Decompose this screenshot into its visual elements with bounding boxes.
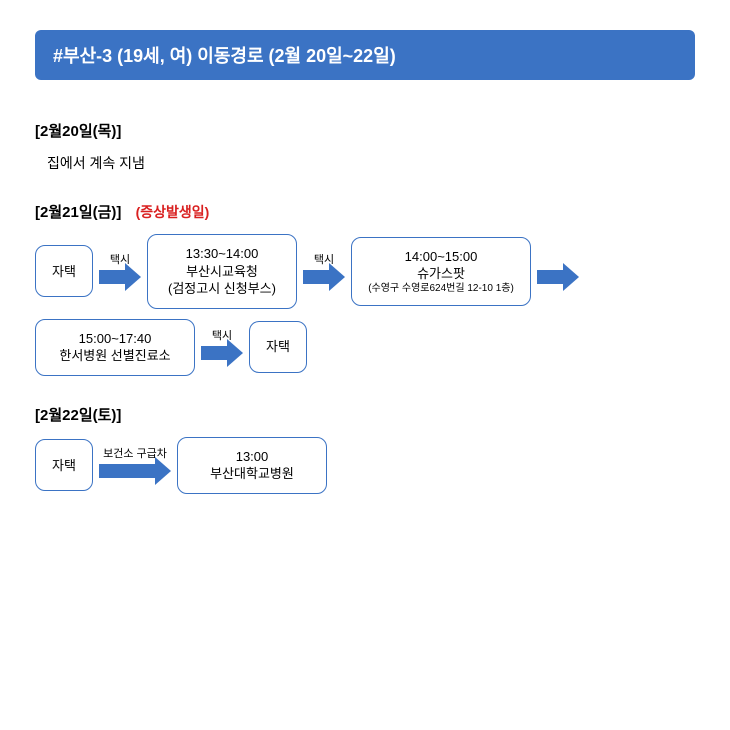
arrow-4: 택시	[201, 331, 243, 364]
arrow-1: 택시	[99, 255, 141, 288]
day-section-3: [2월22일(토)] 자택 보건소 구급차 13:00 부산대학교병원	[35, 404, 695, 494]
title-text: #부산-3 (19세, 여) 이동경로 (2월 20일~22일)	[53, 46, 396, 66]
day1-note: 집에서 계속 지냄	[35, 153, 695, 173]
arrow-5: 보건소 구급차	[99, 449, 171, 482]
day-section-1: [2월20일(목)] 집에서 계속 지냄	[35, 120, 695, 173]
arrow-3-label	[556, 255, 559, 266]
day3-heading: [2월22일(토)]	[35, 404, 695, 425]
arrow-3	[537, 255, 579, 288]
arrow-right-icon	[303, 266, 345, 288]
day2-heading: [2월21일(금)]	[35, 204, 121, 221]
day2-badge: (증상발생일)	[136, 204, 210, 220]
arrow-right-icon	[537, 266, 579, 288]
title-bar: #부산-3 (19세, 여) 이동경로 (2월 20일~22일)	[35, 30, 695, 80]
day2-heading-row: [2월21일(금)] (증상발생일)	[35, 201, 695, 222]
node-home-3: 자택	[35, 439, 93, 491]
day3-flow-row1: 자택 보건소 구급차 13:00 부산대학교병원	[35, 437, 695, 494]
node-home-2: 자택	[249, 321, 307, 373]
day-section-2: [2월21일(금)] (증상발생일) 자택 택시 13:30~14:00 부산시…	[35, 201, 695, 376]
node-edu-office: 13:30~14:00 부산시교육청 (검정고시 신청부스)	[147, 234, 297, 309]
day2-flow-row1: 자택 택시 13:30~14:00 부산시교육청 (검정고시 신청부스) 택시 …	[35, 234, 695, 309]
arrow-right-icon	[201, 342, 243, 364]
day2-flow-row2: 15:00~17:40 한서병원 선별진료소 택시 자택	[35, 319, 695, 376]
node-sugarspot: 14:00~15:00 슈가스팟 (수영구 수영로624번길 12-10 1층)	[351, 237, 531, 306]
node-hanseo-hospital: 15:00~17:40 한서병원 선별진료소	[35, 319, 195, 376]
arrow-right-icon	[99, 460, 171, 482]
arrow-right-icon	[99, 266, 141, 288]
arrow-2: 택시	[303, 255, 345, 288]
node-home-1: 자택	[35, 245, 93, 297]
node-pnu-hospital: 13:00 부산대학교병원	[177, 437, 327, 494]
day1-heading: [2월20일(목)]	[35, 120, 695, 141]
